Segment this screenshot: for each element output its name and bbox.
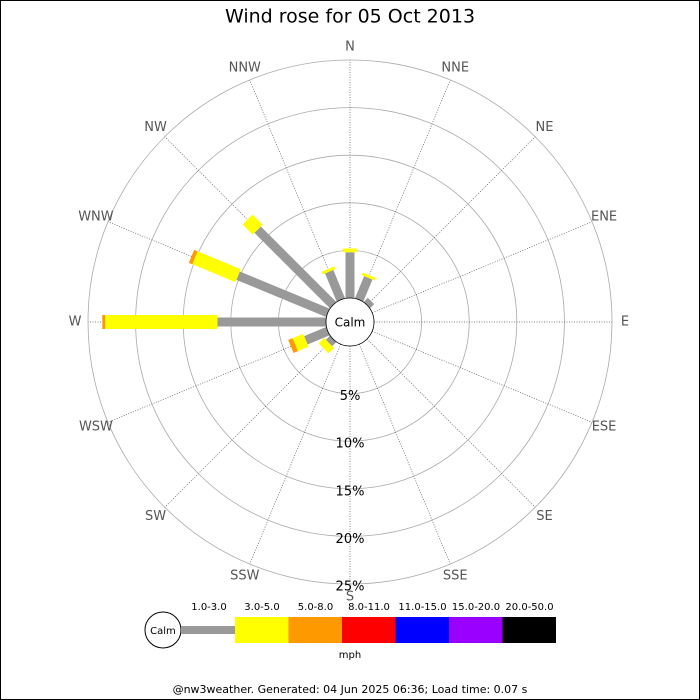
wind-bar xyxy=(325,269,345,302)
direction-label: WSW xyxy=(79,420,113,435)
direction-label: NW xyxy=(144,120,167,135)
legend-swatch xyxy=(502,617,556,643)
legend-swatch xyxy=(181,626,235,634)
direction-label: NNE xyxy=(441,60,469,75)
wind-bar xyxy=(345,252,355,298)
legend-swatch xyxy=(395,617,449,643)
wind-bar xyxy=(236,271,330,317)
legend-calm-label: Calm xyxy=(150,626,176,637)
wind-bar xyxy=(321,266,336,275)
direction-label: E xyxy=(621,315,629,330)
legend-label: 3.0-5.0 xyxy=(244,602,279,613)
wind-bar xyxy=(254,226,337,309)
direction-label: ENE xyxy=(591,209,617,224)
spoke xyxy=(164,338,334,508)
direction-label: SSW xyxy=(230,569,260,584)
direction-label: N xyxy=(345,40,355,55)
direction-label: S xyxy=(346,590,354,605)
wind-bar xyxy=(242,214,263,235)
legend-unit: mph xyxy=(339,650,361,661)
spoke xyxy=(249,79,342,300)
wind-bar xyxy=(355,276,373,302)
wind-bar xyxy=(361,272,376,281)
legend-swatch xyxy=(342,617,396,643)
legend-label: 11.0-15.0 xyxy=(398,602,446,613)
direction-label: SE xyxy=(536,509,552,524)
legend-label: 5.0-8.0 xyxy=(298,602,333,613)
spoke xyxy=(164,136,334,306)
legend-label: 8.0-11.0 xyxy=(348,602,390,613)
wind-bar xyxy=(192,251,241,283)
direction-label: SSE xyxy=(443,569,468,584)
footer: @nw3weather. Generated: 04 Jun 2025 06:3… xyxy=(173,683,528,696)
wind-bar xyxy=(318,338,334,354)
wind-bar xyxy=(288,338,298,353)
chart-title: Wind rose for 05 Oct 2013 xyxy=(225,6,475,28)
legend-label: 1.0-3.0 xyxy=(191,602,226,613)
direction-label: NNW xyxy=(229,60,261,75)
spoke xyxy=(107,330,328,423)
calm-circle xyxy=(325,297,375,347)
spoke xyxy=(358,344,451,565)
legend-label: 20.0-50.0 xyxy=(505,602,553,613)
spoke xyxy=(107,221,328,314)
ring-label: 15% xyxy=(336,484,365,499)
wind-bar xyxy=(292,333,309,352)
legend-swatch xyxy=(235,617,289,643)
wind-bar xyxy=(325,335,337,347)
wind-bar xyxy=(102,315,106,329)
direction-label: ESE xyxy=(592,420,617,435)
ring-label: 20% xyxy=(336,532,365,547)
legend-swatch xyxy=(449,617,503,643)
spoke xyxy=(366,136,536,306)
spoke xyxy=(372,221,593,314)
wind-bar xyxy=(217,317,326,327)
ring-label: 5% xyxy=(340,389,361,404)
legend-label: 15.0-20.0 xyxy=(452,602,500,613)
direction-label: NE xyxy=(535,120,553,135)
direction-label: SW xyxy=(145,509,166,524)
direction-label: WNW xyxy=(78,209,114,224)
spoke xyxy=(372,330,593,423)
calm-label: Calm xyxy=(335,316,366,330)
wind-bar xyxy=(304,327,330,345)
wind-bar xyxy=(105,315,218,329)
direction-label: W xyxy=(69,315,82,330)
legend-swatch xyxy=(288,617,342,643)
ring-label: 25% xyxy=(336,580,365,595)
wind-bar xyxy=(188,249,198,265)
spoke xyxy=(366,338,536,508)
ring-label: 10% xyxy=(336,437,365,452)
spoke xyxy=(358,79,451,300)
wind-bar xyxy=(343,248,357,253)
spoke xyxy=(249,344,342,565)
wind-bar xyxy=(363,297,375,309)
